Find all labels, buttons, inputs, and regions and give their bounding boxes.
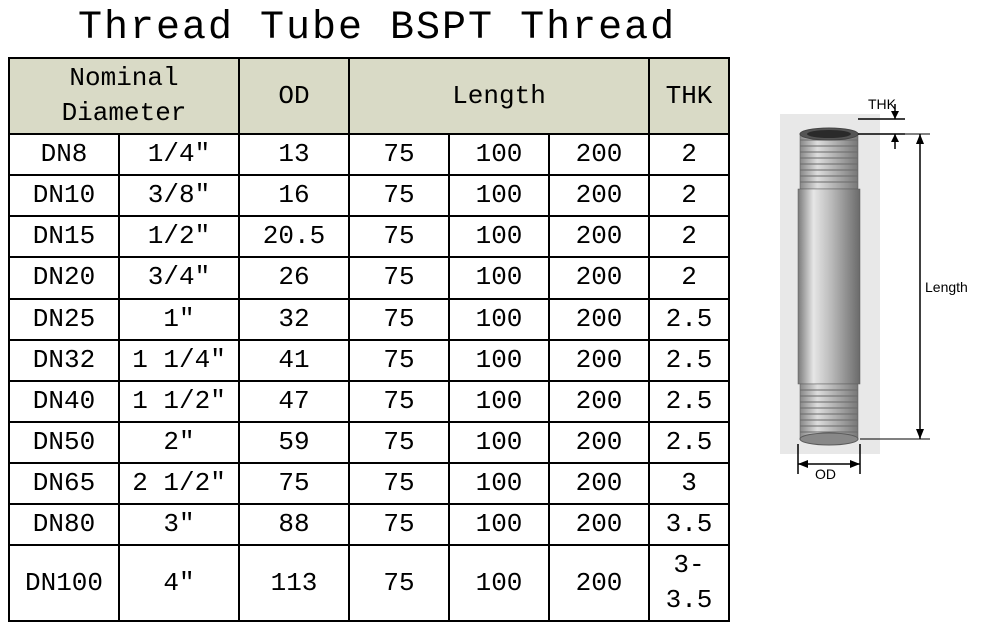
cell-size: 1/2″ xyxy=(119,216,239,257)
cell-len1: 75 xyxy=(349,381,449,422)
cell-thk: 2.5 xyxy=(649,381,729,422)
table-row: DN321 1/4″41751002002.5 xyxy=(9,340,729,381)
cell-dn: DN25 xyxy=(9,299,119,340)
cell-len3: 200 xyxy=(549,299,649,340)
cell-dn: DN50 xyxy=(9,422,119,463)
cell-len3: 200 xyxy=(549,463,649,504)
cell-size: 1″ xyxy=(119,299,239,340)
cell-od: 75 xyxy=(239,463,349,504)
table-header-row: Nominal Diameter OD Length THK xyxy=(9,58,729,134)
table-row: DN103/8″16751002002 xyxy=(9,175,729,216)
cell-thk: 2.5 xyxy=(649,340,729,381)
cell-thk: 2.5 xyxy=(649,422,729,463)
cell-size: 3/8″ xyxy=(119,175,239,216)
cell-len1: 75 xyxy=(349,463,449,504)
cell-od: 13 xyxy=(239,134,349,175)
cell-thk: 3 xyxy=(649,463,729,504)
cell-len3: 200 xyxy=(549,134,649,175)
cell-len1: 75 xyxy=(349,216,449,257)
cell-size: 2 1/2″ xyxy=(119,463,239,504)
cell-len1: 75 xyxy=(349,175,449,216)
cell-len1: 75 xyxy=(349,504,449,545)
cell-od: 41 xyxy=(239,340,349,381)
col-od: OD xyxy=(239,58,349,134)
cell-len2: 100 xyxy=(449,216,549,257)
cell-thk: 2.5 xyxy=(649,299,729,340)
cell-len2: 100 xyxy=(449,134,549,175)
diagram-thk-label: THK xyxy=(868,96,896,112)
cell-thk: 3-3.5 xyxy=(649,545,729,621)
cell-len3: 200 xyxy=(549,504,649,545)
cell-od: 16 xyxy=(239,175,349,216)
col-length: Length xyxy=(349,58,649,134)
table-row: DN1004″113751002003-3.5 xyxy=(9,545,729,621)
table-row: DN652 1/2″75751002003 xyxy=(9,463,729,504)
cell-thk: 3.5 xyxy=(649,504,729,545)
cell-len3: 200 xyxy=(549,340,649,381)
page-title: Thread Tube BSPT Thread xyxy=(8,4,730,57)
cell-dn: DN8 xyxy=(9,134,119,175)
col-thk: THK xyxy=(649,58,729,134)
cell-len3: 200 xyxy=(549,257,649,298)
cell-dn: DN65 xyxy=(9,463,119,504)
cell-len1: 75 xyxy=(349,257,449,298)
cell-thk: 2 xyxy=(649,257,729,298)
cell-len1: 75 xyxy=(349,422,449,463)
cell-size: 2″ xyxy=(119,422,239,463)
cell-size: 4″ xyxy=(119,545,239,621)
table-row: DN251″32751002002.5 xyxy=(9,299,729,340)
cell-dn: DN20 xyxy=(9,257,119,298)
cell-len3: 200 xyxy=(549,216,649,257)
cell-len2: 100 xyxy=(449,257,549,298)
cell-len2: 100 xyxy=(449,463,549,504)
cell-thk: 2 xyxy=(649,216,729,257)
cell-od: 26 xyxy=(239,257,349,298)
cell-len3: 200 xyxy=(549,175,649,216)
cell-len2: 100 xyxy=(449,299,549,340)
spec-table: Nominal Diameter OD Length THK DN81/4″13… xyxy=(8,57,730,622)
cell-dn: DN15 xyxy=(9,216,119,257)
cell-dn: DN32 xyxy=(9,340,119,381)
diagram-length-label: Length xyxy=(925,279,968,295)
cell-size: 1 1/4″ xyxy=(119,340,239,381)
cell-size: 3/4″ xyxy=(119,257,239,298)
table-row: DN401 1/2″47751002002.5 xyxy=(9,381,729,422)
cell-len3: 200 xyxy=(549,381,649,422)
diagram-od-label: OD xyxy=(815,466,836,482)
cell-od: 20.5 xyxy=(239,216,349,257)
cell-len1: 75 xyxy=(349,299,449,340)
table-row: DN81/4″13751002002 xyxy=(9,134,729,175)
cell-od: 113 xyxy=(239,545,349,621)
table-row: DN203/4″26751002002 xyxy=(9,257,729,298)
table-row: DN151/2″20.5751002002 xyxy=(9,216,729,257)
cell-len2: 100 xyxy=(449,340,549,381)
cell-len1: 75 xyxy=(349,134,449,175)
cell-len3: 200 xyxy=(549,545,649,621)
cell-dn: DN100 xyxy=(9,545,119,621)
cell-od: 88 xyxy=(239,504,349,545)
cell-od: 47 xyxy=(239,381,349,422)
table-row: DN803″88751002003.5 xyxy=(9,504,729,545)
cell-len2: 100 xyxy=(449,175,549,216)
cell-len3: 200 xyxy=(549,422,649,463)
cell-dn: DN10 xyxy=(9,175,119,216)
cell-dn: DN40 xyxy=(9,381,119,422)
cell-thk: 2 xyxy=(649,134,729,175)
cell-len1: 75 xyxy=(349,545,449,621)
col-nominal-diameter: Nominal Diameter xyxy=(9,58,239,134)
cell-size: 1/4″ xyxy=(119,134,239,175)
cell-len2: 100 xyxy=(449,504,549,545)
cell-len2: 100 xyxy=(449,545,549,621)
cell-len2: 100 xyxy=(449,381,549,422)
pipe-diagram: THK Length OD xyxy=(760,84,960,489)
cell-od: 59 xyxy=(239,422,349,463)
cell-od: 32 xyxy=(239,299,349,340)
cell-thk: 2 xyxy=(649,175,729,216)
cell-len1: 75 xyxy=(349,340,449,381)
cell-len2: 100 xyxy=(449,422,549,463)
cell-dn: DN80 xyxy=(9,504,119,545)
table-row: DN502″59751002002.5 xyxy=(9,422,729,463)
cell-size: 1 1/2″ xyxy=(119,381,239,422)
cell-size: 3″ xyxy=(119,504,239,545)
